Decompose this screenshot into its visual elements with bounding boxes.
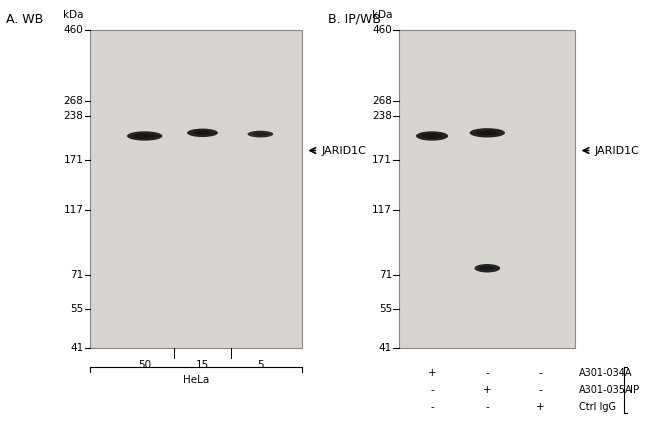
- Ellipse shape: [422, 134, 442, 138]
- Text: A. WB: A. WB: [6, 13, 44, 26]
- Text: 5: 5: [257, 360, 264, 371]
- Text: 41: 41: [379, 343, 392, 353]
- Ellipse shape: [253, 132, 268, 136]
- Text: 117: 117: [64, 205, 84, 215]
- Text: 50: 50: [138, 360, 151, 371]
- Text: 268: 268: [64, 96, 84, 106]
- Text: 460: 460: [372, 25, 392, 35]
- Text: IP: IP: [630, 385, 640, 395]
- Ellipse shape: [193, 131, 212, 135]
- Text: 117: 117: [372, 205, 392, 215]
- Ellipse shape: [134, 134, 155, 138]
- FancyBboxPatch shape: [90, 30, 302, 348]
- Text: HeLa: HeLa: [183, 375, 209, 385]
- Ellipse shape: [248, 131, 273, 137]
- FancyBboxPatch shape: [398, 30, 575, 348]
- Text: -: -: [430, 402, 434, 412]
- Ellipse shape: [470, 128, 505, 137]
- Text: A301-034A: A301-034A: [578, 368, 632, 378]
- Text: -: -: [486, 368, 489, 378]
- Ellipse shape: [187, 128, 218, 137]
- Text: -: -: [538, 385, 542, 395]
- Text: +: +: [483, 385, 491, 395]
- Ellipse shape: [480, 266, 495, 271]
- Text: -: -: [486, 402, 489, 412]
- Text: 71: 71: [379, 271, 392, 280]
- Ellipse shape: [127, 131, 162, 141]
- Text: 55: 55: [379, 304, 392, 314]
- Ellipse shape: [474, 264, 500, 273]
- Text: A301-035A: A301-035A: [578, 385, 632, 395]
- Text: 171: 171: [64, 155, 84, 165]
- Text: 171: 171: [372, 155, 392, 165]
- Text: +: +: [428, 368, 436, 378]
- Text: 41: 41: [70, 343, 84, 353]
- Text: Ctrl IgG: Ctrl IgG: [578, 402, 616, 412]
- Text: 15: 15: [196, 360, 209, 371]
- Text: 460: 460: [64, 25, 84, 35]
- Text: JARID1C: JARID1C: [322, 145, 367, 156]
- Text: B. IP/WB: B. IP/WB: [328, 13, 381, 26]
- Text: +: +: [536, 402, 544, 412]
- Ellipse shape: [476, 131, 498, 135]
- Text: kDa: kDa: [63, 10, 84, 20]
- Ellipse shape: [416, 131, 448, 141]
- Text: 238: 238: [64, 112, 84, 121]
- Text: 55: 55: [70, 304, 84, 314]
- Text: kDa: kDa: [372, 10, 392, 20]
- Text: -: -: [538, 368, 542, 378]
- Text: 238: 238: [372, 112, 392, 121]
- Text: 71: 71: [70, 271, 84, 280]
- Text: -: -: [430, 385, 434, 395]
- Text: 268: 268: [372, 96, 392, 106]
- Text: JARID1C: JARID1C: [595, 145, 640, 156]
